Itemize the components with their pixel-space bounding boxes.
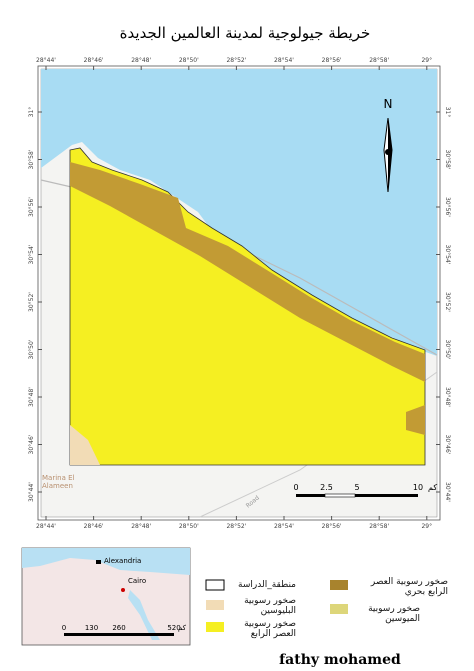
inset-scale-bar bbox=[64, 633, 174, 636]
lat-label: 30°52' bbox=[28, 292, 35, 312]
lon-label: 28°58' bbox=[369, 57, 389, 64]
inset-sea bbox=[22, 548, 190, 575]
city-label: Cairo bbox=[128, 577, 146, 585]
lon-label: 28°56' bbox=[322, 523, 342, 530]
lon-label: 28°50' bbox=[179, 57, 199, 64]
lat-label: 30°46' bbox=[444, 435, 451, 455]
lon-label: 28°58' bbox=[369, 523, 389, 530]
inset-scale-label: 130 bbox=[85, 624, 98, 632]
inset-scale-label: 520 bbox=[167, 624, 180, 632]
legend-label: منطقة_الدراسة bbox=[238, 580, 296, 590]
scale-label: 0 bbox=[293, 483, 298, 492]
pliocene-rocks bbox=[70, 425, 100, 465]
lat-label: 30°56' bbox=[28, 197, 35, 217]
north-arrow bbox=[385, 149, 391, 155]
author: fathy mohamed bbox=[279, 652, 401, 668]
lon-label: 29° bbox=[421, 523, 432, 530]
legend-swatch bbox=[205, 579, 225, 591]
lon-label: 28°52' bbox=[226, 523, 246, 530]
lat-label: 30°48' bbox=[28, 387, 35, 407]
lat-label: 30°48' bbox=[444, 387, 451, 407]
legend-swatch bbox=[330, 604, 348, 614]
inset-nile bbox=[128, 590, 160, 640]
legend-swatch bbox=[330, 580, 348, 590]
quaternary-marine-rocks bbox=[70, 162, 425, 382]
lat-label: 30°50' bbox=[28, 339, 35, 359]
lon-label: 28°50' bbox=[179, 523, 199, 530]
city-label: Alexandria bbox=[104, 557, 141, 565]
lon-label: 28°54' bbox=[274, 57, 294, 64]
place-label: Marina El Alameen bbox=[42, 474, 75, 490]
inset-scale-label: 260 bbox=[112, 624, 125, 632]
scale-label: 10 bbox=[413, 483, 423, 492]
scale-bar bbox=[296, 494, 325, 497]
lat-label: 30°58' bbox=[28, 149, 35, 169]
lat-label: 30°44' bbox=[444, 482, 451, 502]
inset-scale-unit: كم bbox=[178, 624, 187, 632]
legend-swatch bbox=[206, 600, 224, 610]
inset-scale-label: 0 bbox=[62, 624, 66, 632]
lon-label: 28°48' bbox=[131, 523, 151, 530]
north-arrow bbox=[388, 118, 392, 192]
lat-label: 30°58' bbox=[444, 150, 451, 170]
scale-label: 5 bbox=[354, 483, 359, 492]
legend-label: صخور رسوبية الميوسين bbox=[368, 604, 420, 624]
map-title: خريطة جيولوجية لمدينة العالمين الجديدة bbox=[120, 24, 371, 42]
lon-label: 28°44' bbox=[36, 523, 56, 530]
scale-label: 2.5 bbox=[320, 483, 333, 492]
sea bbox=[41, 69, 437, 356]
lon-label: 28°48' bbox=[131, 57, 151, 64]
lon-label: 28°54' bbox=[274, 523, 294, 530]
lat-label: 30°54' bbox=[444, 245, 451, 265]
legend-label: صخور رسوبية العصر الرابع بحري bbox=[370, 577, 448, 597]
lat-label: 30°56' bbox=[444, 197, 451, 217]
legend-label: صخور رسوبية العصر الرابع bbox=[244, 619, 296, 639]
study-area-marker bbox=[96, 560, 101, 564]
lat-label: 30°54' bbox=[28, 244, 35, 264]
lat-label: 30°44' bbox=[28, 482, 35, 502]
lon-label: 28°56' bbox=[322, 57, 342, 64]
scale-bar bbox=[324, 493, 356, 498]
lat-label: 30°50' bbox=[444, 340, 451, 360]
legend-label: صخور رسوبية البليوسين bbox=[244, 596, 296, 616]
city-marker bbox=[121, 588, 125, 592]
lat-label: 31° bbox=[28, 107, 35, 118]
lat-label: 31° bbox=[444, 107, 451, 118]
scale-unit: كم bbox=[428, 483, 437, 492]
scale-bar bbox=[355, 494, 418, 497]
lat-label: 30°52' bbox=[444, 292, 451, 312]
lon-label: 28°46' bbox=[84, 57, 104, 64]
lon-label: 29° bbox=[421, 57, 432, 64]
lat-label: 30°46' bbox=[28, 434, 35, 454]
legend-swatch bbox=[206, 622, 224, 632]
lon-label: 28°44' bbox=[36, 57, 56, 64]
lon-label: 28°52' bbox=[226, 57, 246, 64]
north-label: N bbox=[384, 97, 393, 111]
lon-label: 28°46' bbox=[84, 523, 104, 530]
quaternary-marine-rocks bbox=[406, 405, 425, 435]
